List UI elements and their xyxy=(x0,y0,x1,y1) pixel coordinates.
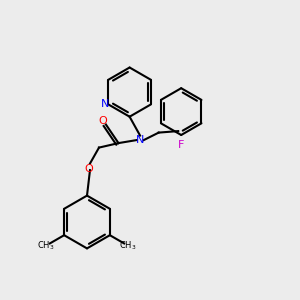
Text: O: O xyxy=(84,164,93,174)
Text: O: O xyxy=(98,116,107,127)
Text: CH$_3$: CH$_3$ xyxy=(119,239,137,252)
Text: F: F xyxy=(178,140,184,151)
Text: N: N xyxy=(136,135,144,145)
Text: N: N xyxy=(100,99,109,110)
Text: CH$_3$: CH$_3$ xyxy=(37,239,55,252)
